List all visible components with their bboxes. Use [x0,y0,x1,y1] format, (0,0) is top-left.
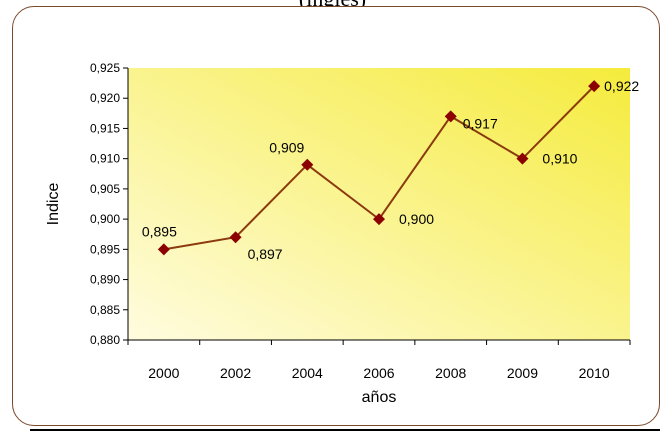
x-tick-label: 2006 [363,365,394,381]
data-label: 0,900 [399,211,434,227]
axes [127,68,630,341]
data-point-marker [157,243,170,256]
data-label: 0,897 [248,246,283,262]
y-tick-label: 0,900 [90,212,120,226]
x-tick-label: 2010 [579,365,610,381]
bottom-rule [30,429,660,431]
x-tick-label: 2009 [507,365,538,381]
y-tick-label: 0,910 [90,152,120,166]
data-label: 0,910 [542,151,577,167]
data-point-marker [301,158,314,171]
series-markers [157,80,601,256]
x-tick-label: 2008 [435,365,466,381]
data-labels: 0,895 0,897 0,909 0,900 0,917 0,910 0,922 [142,78,640,262]
y-axis-label: Indice [45,183,62,226]
data-point-marker [373,213,385,226]
header-fragment: (ingles) [0,0,665,12]
y-tick-label: 0,915 [90,121,120,135]
y-tick-label: 0,885 [90,303,120,317]
y-tick-label: 0,920 [90,91,120,105]
y-tick-label: 0,890 [90,273,120,287]
x-tick-label: 2000 [148,365,179,381]
x-tick-label: 2004 [292,365,323,381]
y-tick-label: 0,905 [90,182,120,196]
data-point-marker [229,231,242,244]
data-label: 0,917 [463,115,498,131]
data-point-marker [588,80,601,93]
y-tick-label: 0,880 [90,333,120,347]
plot-area [128,68,630,340]
data-point-marker [444,110,457,123]
x-axis-ticks: 2000 2002 2004 2006 2008 2009 2010 [127,340,631,381]
data-point-marker [516,152,529,165]
x-tick-label: 2002 [220,365,251,381]
y-tick-label: 0,925 [90,61,120,75]
y-tick-label: 0,895 [90,242,120,256]
data-label: 0,895 [142,223,177,239]
x-axis-label: años [362,389,397,406]
data-label: 0,922 [604,78,639,94]
y-axis-ticks: 0,880 0,885 0,890 0,895 0,900 0,905 0,910 0,915… [90,61,128,347]
data-label: 0,909 [269,140,304,156]
